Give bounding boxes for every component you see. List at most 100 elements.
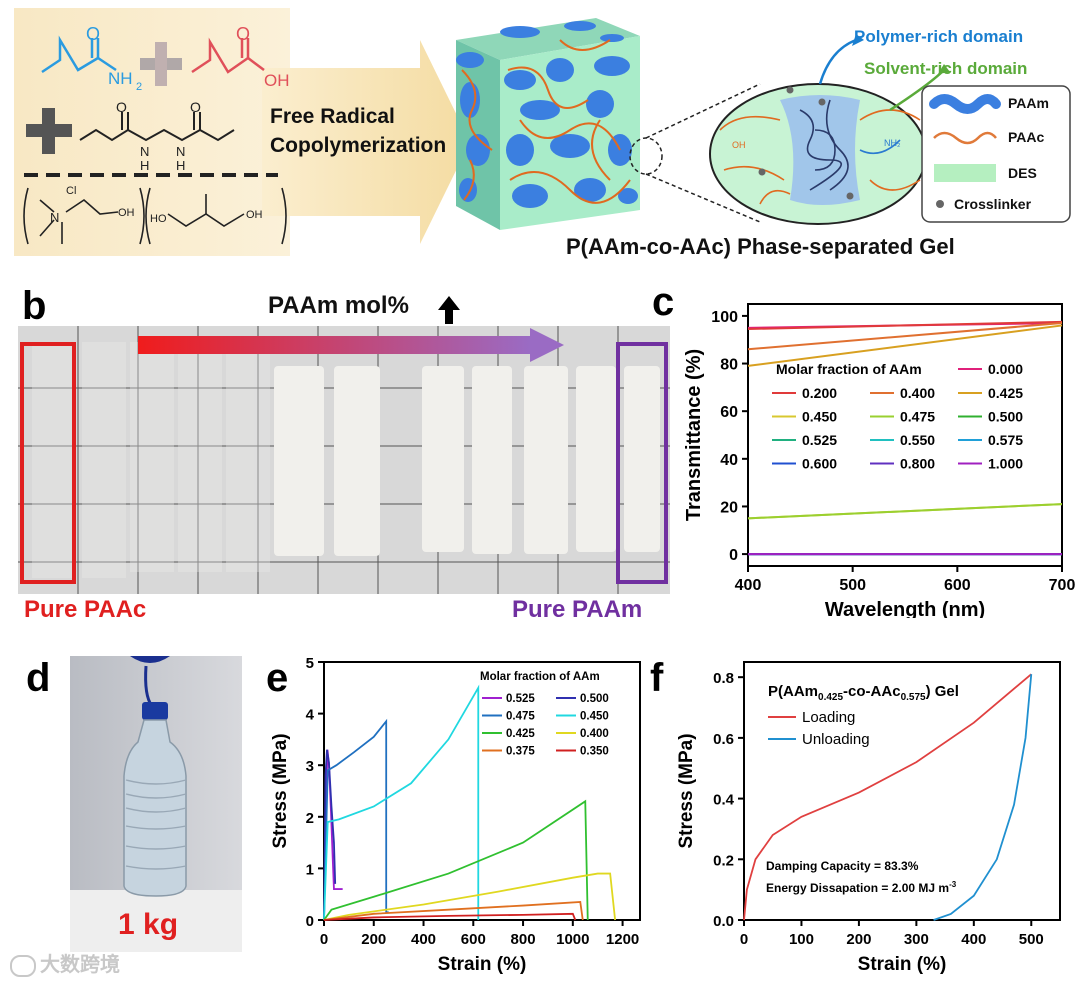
panel-label-e: e	[266, 656, 289, 700]
plot-frame	[323, 661, 641, 921]
y-tick-label: 0.0	[713, 913, 734, 930]
paam-mol-label: PAAm mol%	[268, 292, 409, 319]
annotation-damping: Damping Capacity = 83.3%	[766, 859, 919, 873]
acrylic-acid-oh: OH	[264, 71, 290, 90]
x-tick-label: 500	[839, 577, 866, 594]
crosslinker-structure	[79, 112, 235, 142]
x-tick-label: 1000	[556, 931, 589, 948]
x-tick-label: 100	[789, 931, 814, 948]
series-line-0.200	[747, 320, 1063, 331]
crosslinker-n2: N	[176, 144, 185, 159]
annotation-energy: Energy Dissapation = 2.00 MJ m-3	[766, 880, 957, 895]
schematic-legend-box	[921, 85, 1071, 223]
x-tick-label: 600	[461, 931, 486, 948]
legend-label-0.575: 0.575	[988, 432, 1023, 448]
y-axis-label: Stress (MPa)	[676, 733, 697, 848]
x-tick-label: 700	[1049, 577, 1076, 594]
legend-label-0.525: 0.525	[802, 432, 837, 448]
y-tick-label: 0.2	[713, 852, 734, 869]
series-line-0.400	[323, 872, 617, 921]
bottle-photo	[70, 656, 242, 952]
acrylamide-structure	[41, 35, 117, 74]
mass-label: 1 kg	[118, 908, 179, 941]
up-arrow-icon	[438, 296, 460, 324]
panel-a-schematic: O NH 2 O OH O O N H N H N Cl	[14, 8, 1071, 259]
panel-label-b: b	[22, 284, 47, 328]
x-tick-label: 200	[361, 931, 386, 948]
plus-icon	[140, 42, 182, 86]
x-axis-label: Wavelength (nm)	[825, 599, 985, 618]
legend-label-0.425: 0.425	[988, 385, 1023, 401]
legend-label-0.000: 0.000	[988, 361, 1023, 377]
pure-paac-label: Pure PAAc	[24, 596, 147, 623]
x-tick-label: 500	[1019, 931, 1044, 948]
zoom-view	[709, 83, 927, 225]
y-tick-label: 20	[720, 499, 738, 516]
legend-label-0.450: 0.450	[580, 711, 609, 723]
x-tick-label: 1200	[606, 931, 639, 948]
plot-frame	[743, 661, 1061, 921]
legend-label-0.550: 0.550	[900, 432, 935, 448]
plot-frame	[747, 303, 1063, 567]
diol-structure	[145, 187, 287, 245]
crosslinker-o1: O	[116, 99, 127, 115]
legend-label-0.400: 0.400	[580, 728, 609, 740]
crosslinker-n1: N	[140, 144, 149, 159]
series-line-Unloading	[933, 674, 1033, 921]
plus-icon-2	[26, 108, 72, 154]
legend-label-0.375: 0.375	[506, 746, 535, 758]
series-line-Loading	[743, 673, 1032, 921]
series-line-0.425	[747, 324, 1063, 367]
series-line-0.475	[747, 503, 1063, 520]
crosslinker-o2: O	[190, 99, 201, 115]
legend-label-0.425: 0.425	[506, 728, 535, 740]
series-line-0.375	[323, 900, 584, 921]
series-line-0.500	[323, 749, 337, 921]
diol-ho: HO	[150, 213, 167, 225]
y-tick-label: 5	[306, 656, 314, 672]
legend-label-0.350: 0.350	[580, 746, 609, 758]
y-tick-label: 4	[306, 707, 315, 724]
pure-paam-label: Pure PAAm	[512, 596, 643, 623]
legend-label-0.450: 0.450	[802, 409, 837, 425]
transmittance-chart: 400 500 600 700 0 20 40 60 80 100 Wavelength (nm) T…	[683, 303, 1076, 618]
solvent-rich-label: Solvent-rich domain	[864, 59, 1027, 78]
acrylamide-o: O	[86, 24, 100, 44]
x-tick-label: 400	[411, 931, 436, 948]
panel-label-c: c	[652, 280, 675, 324]
y-tick-label: 0.6	[713, 731, 734, 748]
legend-label-0.525: 0.525	[506, 693, 535, 705]
choline-n: N	[50, 210, 59, 225]
legend-label-0.600: 0.600	[802, 456, 837, 472]
choline-oh: OH	[118, 207, 135, 219]
pure-paac-box	[20, 342, 76, 584]
series-line-0.475	[323, 718, 389, 921]
x-tick-label: 300	[904, 931, 929, 948]
y-axis-label: Stress (MPa)	[270, 733, 291, 848]
gel-title: P(AAm-co-AAc) Phase-separated Gel	[566, 234, 955, 259]
legend-crosslinker-icon	[936, 200, 944, 208]
crosslinker-h1: H	[140, 158, 149, 173]
y-tick-label: 3	[306, 758, 314, 775]
y-tick-label: 40	[720, 452, 738, 469]
stress-strain-chart: 0 200 400 600 800 1000 1200 0 1 2 3 4 5 Strain (%) Str…	[270, 656, 641, 975]
legend-label-0.800: 0.800	[900, 456, 935, 472]
choline-cl: Cl	[66, 185, 76, 197]
x-tick-label: 0	[740, 931, 748, 948]
legend-des-icon	[934, 164, 996, 182]
y-tick-label: 0	[306, 913, 314, 930]
legend-title: Molar fraction of AAm	[480, 671, 600, 683]
series-line-0.425	[323, 799, 589, 921]
panel-label-f: f	[650, 656, 664, 700]
acrylic-acid-o: O	[236, 24, 250, 44]
crosslinker-h2: H	[176, 158, 185, 173]
legend-paam-label: PAAm	[1008, 95, 1049, 111]
legend-label-0.475: 0.475	[506, 711, 535, 723]
series-line-0.350	[323, 912, 577, 921]
y-tick-label: 0	[729, 547, 738, 564]
legend-label-0.500: 0.500	[580, 693, 609, 705]
legend-paac-label: PAAc	[1008, 129, 1045, 145]
arrow-text-line2: Copolymerization	[270, 134, 446, 157]
pure-paam-box	[616, 342, 668, 584]
x-tick-label: 200	[846, 931, 871, 948]
